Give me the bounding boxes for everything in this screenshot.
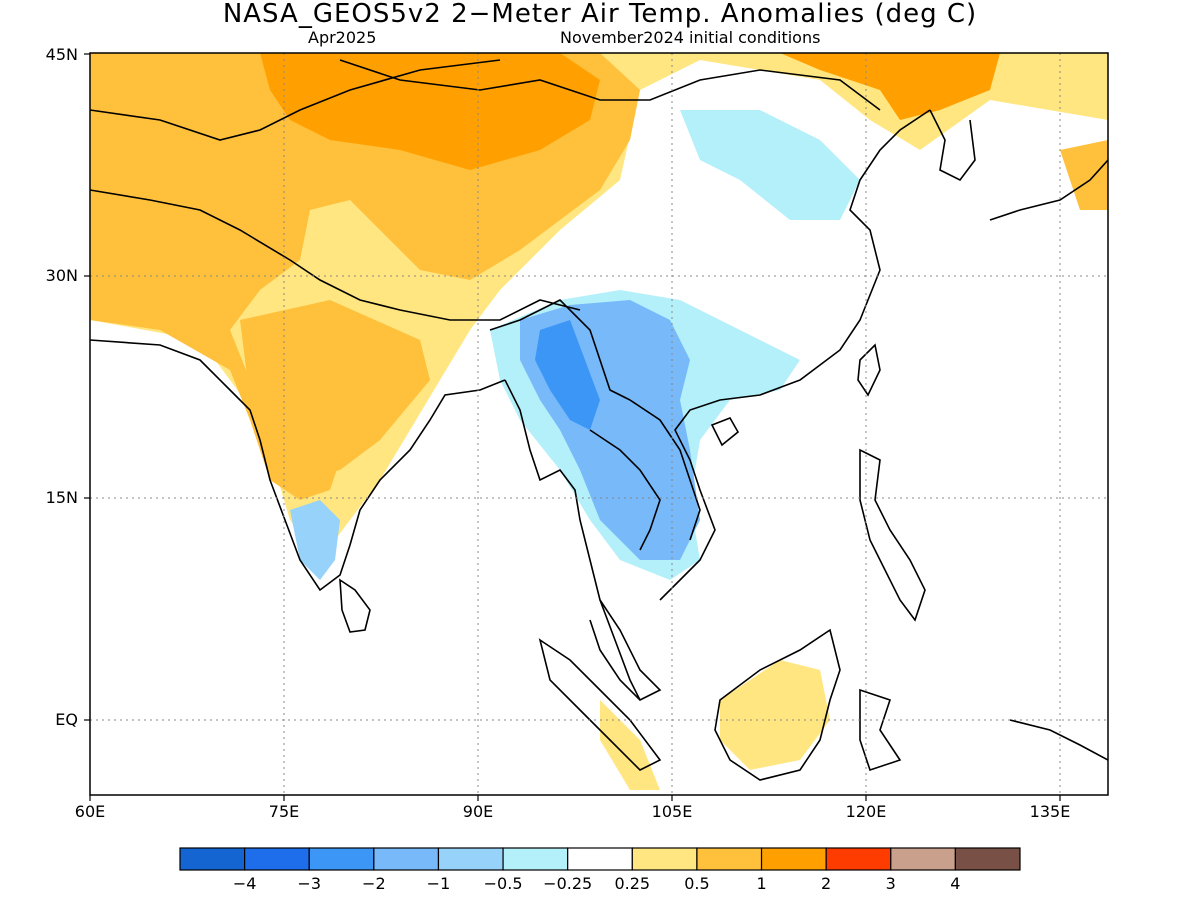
initial-conditions: November2024 initial conditions (560, 28, 821, 47)
coast-indochina (659, 109, 931, 601)
lat-label-eq: EQ (55, 710, 78, 729)
colorbar-label: 1 (756, 874, 766, 893)
colorbar-swatch (890, 847, 956, 871)
colorbar-swatch (760, 847, 827, 871)
map-frame (89, 52, 1109, 796)
colorbar-label: 0.5 (684, 874, 709, 893)
colorbar-swatch (179, 847, 246, 871)
colorbar-label: −0.5 (484, 874, 523, 893)
warm-anomaly-region-strong (260, 53, 600, 170)
border-central-asia (90, 59, 501, 141)
border-himalaya (90, 189, 581, 321)
forecast-month: Apr2025 (308, 28, 377, 47)
graticule (90, 53, 1108, 795)
coast-philippines (859, 448, 926, 622)
lon-label-120e: 120E (845, 802, 887, 821)
colorbar-swatch (437, 847, 504, 871)
warm-anomaly-japan (1060, 140, 1108, 210)
coast-sumatra (538, 638, 662, 771)
colorbar-label: −3 (297, 874, 321, 893)
colorbar-label: 4 (950, 874, 960, 893)
warm-anomaly-borneo (720, 660, 830, 770)
border-myanmar (489, 299, 631, 401)
lon-label-105e: 105E (651, 802, 693, 821)
warm-anomaly-region-medium (90, 53, 640, 500)
cool-anomaly-myanmar-core (535, 320, 600, 430)
coast-malay-peninsula (599, 599, 641, 701)
colorbar-swatch (567, 847, 633, 871)
lon-label-135e: 135E (1029, 802, 1071, 821)
coast-korea (929, 109, 976, 182)
coast-new-guinea (1009, 719, 1108, 761)
colorbar-label: −4 (233, 874, 257, 893)
border-thailand-cambodia (589, 429, 661, 551)
coastlines (90, 59, 1108, 781)
lon-label-75e: 75E (268, 802, 300, 821)
colorbar-label: 0.25 (614, 874, 650, 893)
colorbar-label: 2 (821, 874, 831, 893)
colorbar-swatch (373, 847, 440, 871)
map-title: NASA_GEOS5v2 2−Meter Air Temp. Anomalies… (222, 0, 978, 29)
lon-label-90e: 90E (462, 802, 494, 821)
anomaly-field (90, 53, 1108, 790)
coast-borneo (714, 628, 841, 781)
warm-anomaly-northeast (780, 53, 1000, 120)
border-laos-vietnam (629, 399, 701, 541)
colorbar-swatch (308, 847, 375, 871)
border-mongolia (339, 59, 881, 111)
coast-sulawesi (859, 688, 902, 772)
colorbar-label: −2 (362, 874, 386, 893)
lat-label-15n: 15N (45, 488, 78, 507)
colorbar-swatch (696, 847, 763, 871)
lat-label-30n: 30N (45, 266, 78, 285)
colorbar-swatch (631, 847, 698, 871)
lat-label-45n: 45N (45, 45, 78, 64)
colorbar: −4 −3 −2 −1 −0.5 −0.25 0.25 0.5 1 2 3 4 (179, 847, 1021, 893)
colorbar-label: 3 (886, 874, 896, 893)
colorbar-label: −1 (427, 874, 451, 893)
colorbar-label: −0.25 (543, 874, 592, 893)
coast-taiwan (857, 343, 881, 397)
lon-label-60e: 60E (74, 802, 106, 821)
colorbar-swatch (244, 847, 310, 871)
cool-anomaly-north-china (680, 110, 860, 220)
cool-anomaly-india-south (290, 500, 340, 580)
colorbar-swatch (954, 847, 1021, 871)
axis-ticks (84, 53, 1061, 801)
coast-hainan (710, 417, 740, 447)
coast-india (90, 339, 506, 592)
colorbar-swatch (825, 847, 892, 871)
warm-anomaly-sumatra (600, 700, 660, 790)
colorbar-swatch (502, 847, 569, 871)
coast-sri-lanka (339, 578, 371, 633)
warm-anomaly-india (240, 300, 430, 480)
coast-myanmar-thailand (504, 379, 662, 701)
coast-japan (989, 159, 1108, 221)
